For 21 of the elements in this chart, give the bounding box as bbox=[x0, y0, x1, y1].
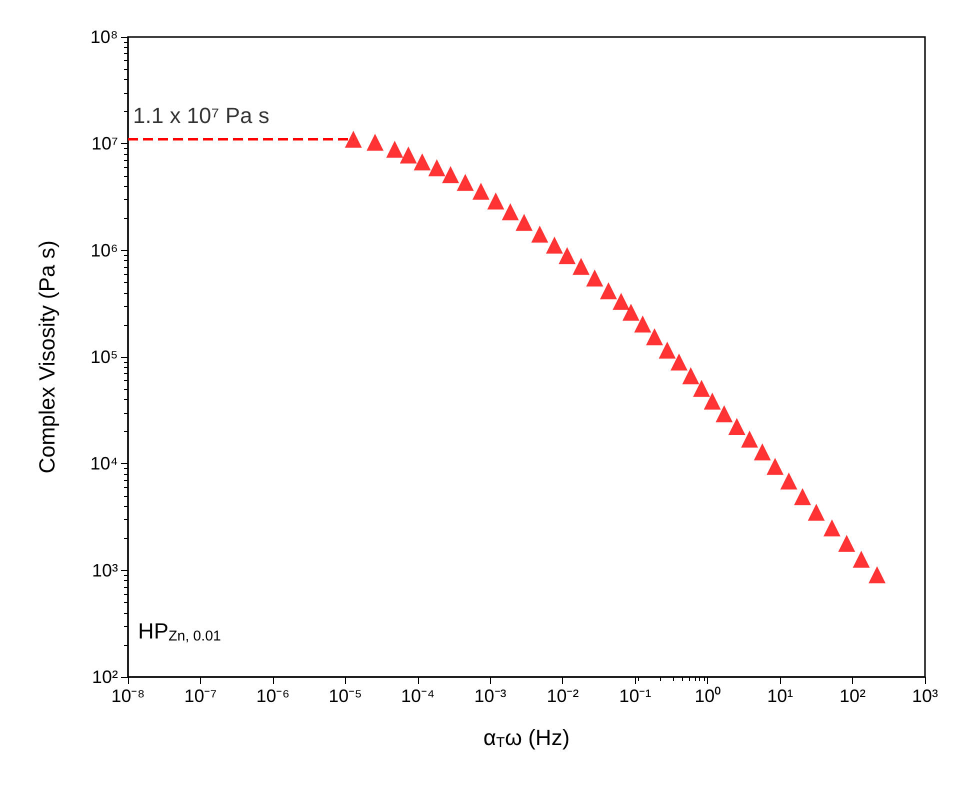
y-tick-label: 10⁸ bbox=[90, 27, 118, 47]
x-tick-label: 10⁻² bbox=[546, 686, 579, 706]
x-tick-label: 10⁻⁶ bbox=[256, 686, 290, 706]
x-tick-label: 10⁻⁸ bbox=[111, 686, 145, 706]
annotation: 1.1 x 10⁷ Pa s bbox=[133, 102, 270, 128]
y-tick-label: 10⁵ bbox=[90, 347, 118, 367]
y-tick-label: 10⁶ bbox=[90, 240, 118, 260]
x-tick-label: 10⁰ bbox=[694, 686, 721, 706]
y-axis-title: Complex Visosity (Pa s) bbox=[34, 240, 60, 474]
x-tick-label: 10⁻³ bbox=[474, 686, 506, 706]
x-tick-label: 10³ bbox=[912, 686, 938, 706]
y-tick-label: 10⁷ bbox=[91, 134, 118, 154]
x-tick-label: 10¹ bbox=[767, 686, 794, 706]
x-tick-label: 10⁻⁷ bbox=[184, 686, 217, 706]
x-tick-label: 10⁻¹ bbox=[619, 686, 652, 706]
y-tick-label: 10⁴ bbox=[90, 454, 118, 474]
x-tick-label: 10⁻⁴ bbox=[400, 686, 435, 706]
y-tick-label: 10² bbox=[92, 667, 118, 687]
x-tick-label: 10² bbox=[840, 686, 866, 706]
x-tick-label: 10⁻⁵ bbox=[328, 686, 362, 706]
y-tick-label: 10³ bbox=[92, 560, 118, 580]
